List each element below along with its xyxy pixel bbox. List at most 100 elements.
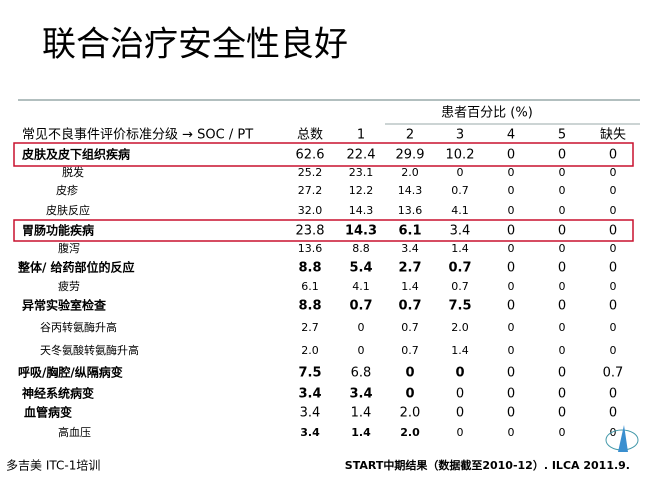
cell-value: 0 (508, 184, 515, 197)
cell-value: 0 (559, 184, 566, 197)
cell-value: 0 (559, 280, 566, 293)
row-label: 神经系统病变 (22, 386, 94, 401)
row-label: 皮疹 (56, 183, 78, 197)
cell-value: 0 (405, 366, 414, 381)
cell-value: 0 (559, 166, 566, 179)
cell-value: 0 (508, 280, 515, 293)
cell-value: 0 (455, 366, 464, 381)
cell-value: 0.7 (448, 261, 471, 276)
cell-value: 0.7 (401, 344, 419, 357)
column-header: 3 (456, 128, 464, 143)
footer-right: START中期结果（数据截至2010-12）. ILCA 2011.9. (345, 458, 630, 472)
row-label: 谷丙转氨酶升高 (40, 320, 117, 334)
cell-value: 1.4 (351, 426, 371, 439)
row-label: 异常实验室检查 (22, 298, 107, 313)
cell-value: 0 (559, 242, 566, 255)
column-header: 常见不良事件评价标准分级 → SOC / PT (22, 127, 253, 143)
row-label: 天冬氨酸转氨酶升高 (40, 343, 139, 357)
column-header: 缺失 (600, 128, 626, 143)
cell-value: 0 (508, 344, 515, 357)
cell-value: 27.2 (298, 184, 323, 197)
cell-value: 6.8 (351, 366, 372, 381)
row-label: 胃肠功能疾病 (22, 223, 94, 238)
cell-value: 0 (558, 299, 566, 314)
cell-value: 0 (609, 299, 617, 314)
cell-value: 0 (558, 406, 566, 421)
column-header: 总数 (297, 128, 323, 143)
cell-value: 23.8 (296, 224, 325, 239)
cell-value: 0 (507, 366, 515, 381)
cell-value: 0 (507, 387, 515, 402)
column-header: 2 (406, 128, 414, 143)
row-label: 脱发 (62, 165, 84, 179)
cell-value: 8.8 (298, 261, 321, 276)
cell-value: 0 (358, 321, 365, 334)
cell-value: 2.0 (401, 166, 419, 179)
cell-value: 0 (558, 261, 566, 276)
cell-value: 2.0 (400, 406, 421, 421)
cell-value: 0 (508, 166, 515, 179)
cell-value: 0 (559, 426, 566, 439)
cell-value: 14.3 (349, 204, 374, 217)
cell-value: 6.1 (301, 280, 319, 293)
cell-value: 14.3 (345, 224, 377, 239)
cell-value: 2.0 (451, 321, 469, 334)
cell-value: 2.7 (398, 261, 421, 276)
cell-value: 0 (610, 204, 617, 217)
cell-value: 1.4 (351, 406, 372, 421)
logo (605, 425, 639, 452)
row-label: 呼吸/胸腔/纵隔病变 (18, 365, 123, 380)
cell-value: 0 (559, 204, 566, 217)
cell-value: 0 (609, 224, 617, 239)
cell-value: 29.9 (396, 148, 425, 163)
highlight-box (13, 142, 634, 167)
cell-value: 4.1 (352, 280, 370, 293)
cell-value: 12.2 (349, 184, 374, 197)
cell-value: 7.5 (448, 299, 471, 314)
cell-value: 0 (508, 204, 515, 217)
cell-value: 0 (507, 299, 515, 314)
cell-value: 0 (508, 321, 515, 334)
cell-value: 0 (405, 387, 414, 402)
cell-value: 3.4 (450, 224, 471, 239)
cell-value: 0 (508, 242, 515, 255)
cell-value: 4.1 (451, 204, 469, 217)
cell-value: 0 (558, 148, 566, 163)
cell-value: 0.7 (401, 321, 419, 334)
cell-value: 0 (559, 344, 566, 357)
slide-title: 联合治疗安全性良好 (42, 25, 348, 65)
cell-value: 2.7 (301, 321, 319, 334)
cell-value: 3.4 (300, 406, 321, 421)
cell-value: 22.4 (347, 148, 376, 163)
cell-value: 0 (609, 261, 617, 276)
cell-value: 0 (457, 166, 464, 179)
cell-value: 1.4 (451, 344, 469, 357)
cell-value: 10.2 (446, 148, 475, 163)
cell-value: 0 (610, 242, 617, 255)
cell-value: 3.4 (300, 426, 320, 439)
cell-value: 0 (559, 321, 566, 334)
column-header: 1 (357, 128, 365, 143)
cell-value: 23.1 (349, 166, 374, 179)
cell-value: 1.4 (451, 242, 469, 255)
table: 常见不良事件评价标准分级 → SOC / PT 总数 1 2 3 4 5 缺失皮肤及皮下组织疾… (17, 127, 626, 440)
cell-value: 0.7 (451, 184, 469, 197)
cell-value: 0 (610, 426, 617, 439)
cell-value: 5.4 (349, 261, 372, 276)
footer-left: 多吉美 ITC-1培训 (6, 458, 100, 473)
cell-value: 13.6 (298, 242, 323, 255)
cell-value: 0 (609, 406, 617, 421)
cell-value: 0 (358, 344, 365, 357)
cell-value: 0 (457, 426, 464, 439)
cell-value: 0 (508, 426, 515, 439)
row-label: 血管病变 (24, 405, 72, 420)
cell-value: 7.5 (298, 366, 321, 381)
cell-value: 0 (609, 148, 617, 163)
cell-value: 0.7 (451, 280, 469, 293)
column-header: 5 (558, 128, 566, 143)
cell-value: 0 (609, 387, 617, 402)
cell-value: 0 (610, 184, 617, 197)
cell-value: 8.8 (298, 299, 321, 314)
